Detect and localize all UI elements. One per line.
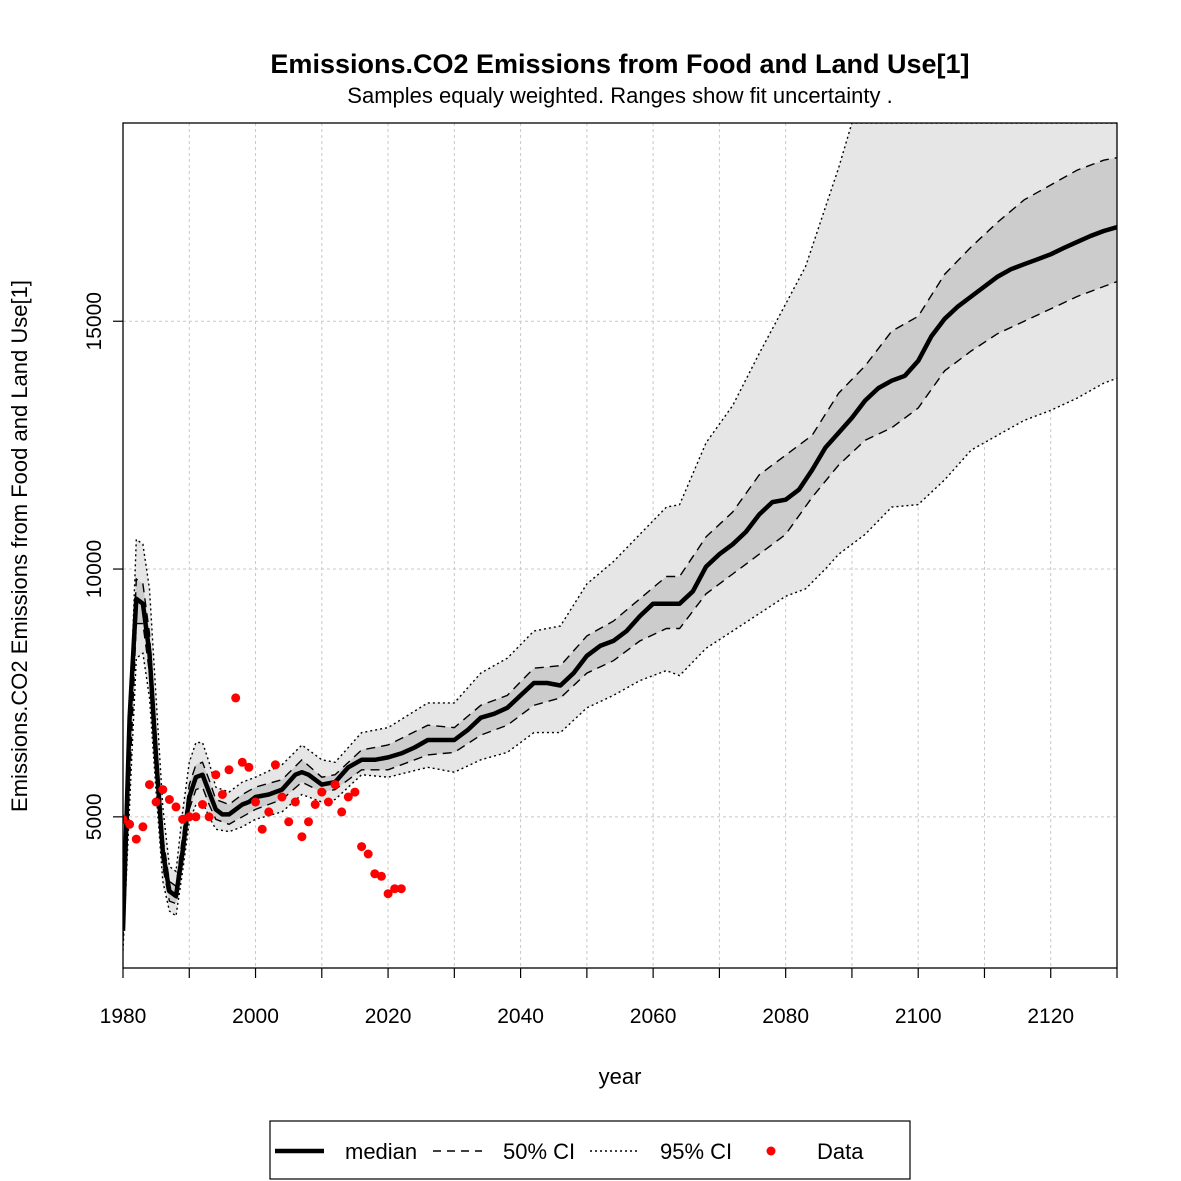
data-point <box>396 884 406 894</box>
chart-subtitle: Samples equaly weighted. Ranges show fit… <box>347 83 892 108</box>
data-point <box>237 757 247 767</box>
data-point <box>257 824 267 834</box>
x-tick-label: 2100 <box>895 1005 942 1028</box>
data-point <box>171 802 181 812</box>
data-point <box>204 812 214 822</box>
ci95-upper-line <box>123 123 1117 902</box>
data-point <box>330 780 340 790</box>
legend-median-label: median <box>345 1139 417 1164</box>
x-tick-label: 2040 <box>497 1005 544 1028</box>
plot-area: 1980 2000 2020 2040 2060 2080 2100 2120 5000 1000… <box>83 122 1118 1028</box>
data-point <box>310 800 320 809</box>
legend-ci95-label: 95% CI <box>660 1139 732 1164</box>
data-point <box>224 765 234 775</box>
x-tick-label: 2000 <box>232 1005 279 1028</box>
legend-ci50-label: 50% CI <box>503 1139 575 1164</box>
x-tick-label: 2120 <box>1027 1005 1074 1028</box>
data-point <box>198 800 207 809</box>
data-point <box>270 760 280 770</box>
legend: median 50% CI 95% CI Data <box>269 1120 911 1180</box>
data-points <box>123 693 406 899</box>
data-point <box>337 807 347 817</box>
y-tick-label: 5000 <box>83 793 106 840</box>
y-axis: 5000 10000 15000 <box>83 292 123 840</box>
ci50-lower-line <box>123 280 1117 941</box>
data-point <box>138 822 148 832</box>
data-point <box>390 884 400 894</box>
data-point <box>277 792 287 802</box>
data-point <box>304 817 313 827</box>
data-point <box>284 817 294 827</box>
data-point <box>244 762 254 772</box>
chart-title: Emissions.CO2 Emissions from Food and La… <box>270 49 969 79</box>
x-tick-label: 2080 <box>762 1005 809 1028</box>
x-tick-label: 2020 <box>365 1005 412 1028</box>
x-axis: 1980 2000 2020 2040 2060 2080 2100 2120 <box>100 968 1118 1028</box>
x-axis-label: year <box>599 1064 642 1089</box>
data-point <box>231 693 241 703</box>
legend-data-swatch <box>766 1146 776 1156</box>
data-point <box>125 819 135 829</box>
data-point <box>211 770 221 780</box>
data-point <box>191 812 201 822</box>
data-point <box>145 780 154 790</box>
data-point <box>158 785 168 795</box>
data-point <box>297 832 307 842</box>
data-point <box>323 797 333 807</box>
y-tick-label: 10000 <box>83 540 106 598</box>
x-tick-label: 1980 <box>100 1005 147 1028</box>
data-point <box>251 797 260 807</box>
data-point <box>357 842 367 852</box>
data-point <box>131 834 141 844</box>
y-tick-label: 15000 <box>83 292 106 350</box>
data-point <box>164 795 174 804</box>
plot-frame <box>122 122 1118 969</box>
data-point <box>350 787 360 797</box>
data-point <box>151 797 161 807</box>
ci50-upper-line <box>123 157 1117 917</box>
legend-data-label: Data <box>817 1139 864 1164</box>
data-point <box>376 871 386 881</box>
plot-clipped <box>123 123 1117 968</box>
median-line <box>123 224 1117 931</box>
ci50-band <box>123 157 1117 941</box>
x-tick-label: 2060 <box>630 1005 677 1028</box>
data-point <box>343 792 353 802</box>
ci95-band <box>123 123 1117 951</box>
data-point <box>217 790 227 799</box>
data-point <box>363 849 373 859</box>
data-point <box>184 812 194 822</box>
y-axis-label: Emissions.CO2 Emissions from Food and La… <box>7 280 32 812</box>
data-point <box>383 889 393 899</box>
data-point <box>264 807 274 817</box>
data-point <box>290 797 300 807</box>
data-point <box>317 787 327 797</box>
legend-box <box>269 1120 911 1180</box>
